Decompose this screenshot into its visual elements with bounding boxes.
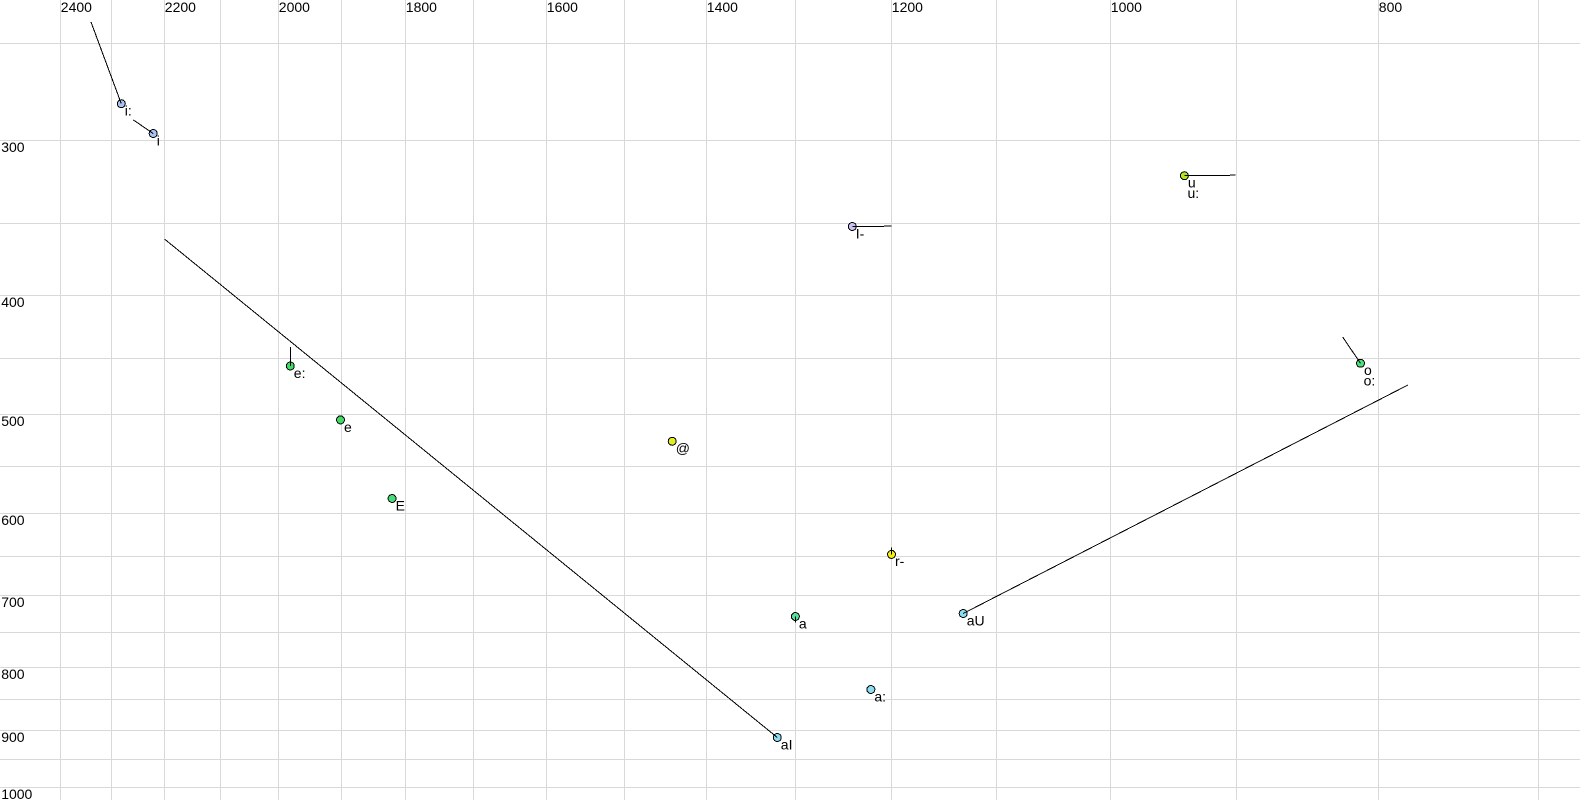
svg-text:700: 700 [1, 594, 25, 610]
svg-text:1200: 1200 [892, 0, 923, 15]
svg-text:900: 900 [1, 729, 25, 745]
svg-text:2000: 2000 [279, 0, 310, 15]
svg-text:600: 600 [1, 512, 25, 528]
svg-text:a: a [799, 615, 807, 631]
svg-text:2200: 2200 [165, 0, 196, 15]
svg-text:e: e [344, 419, 352, 435]
svg-text:800: 800 [1, 666, 25, 682]
svg-text:e:: e: [294, 365, 306, 381]
svg-text:1400: 1400 [707, 0, 738, 15]
svg-text:o: o [1364, 362, 1372, 378]
svg-text:1000: 1000 [1, 786, 32, 800]
svg-text:I-: I- [856, 225, 865, 241]
svg-text:r-: r- [895, 553, 905, 569]
svg-text:i: i [157, 132, 160, 148]
svg-text:400: 400 [1, 294, 25, 310]
svg-text:300: 300 [1, 139, 25, 155]
svg-text:a:: a: [874, 688, 886, 704]
svg-text:1000: 1000 [1111, 0, 1142, 15]
svg-text:2400: 2400 [61, 0, 92, 15]
svg-text:500: 500 [1, 413, 25, 429]
svg-text:aU: aU [967, 612, 985, 628]
svg-text:E: E [396, 497, 405, 513]
svg-text:u: u [1188, 175, 1196, 191]
svg-text:@: @ [676, 440, 690, 456]
svg-text:u:: u: [1188, 185, 1200, 201]
svg-text:1600: 1600 [547, 0, 578, 15]
svg-text:1800: 1800 [406, 0, 437, 15]
svg-text:800: 800 [1379, 0, 1403, 15]
svg-text:o:: o: [1364, 372, 1376, 388]
svg-text:aI: aI [781, 736, 793, 752]
svg-text:i:: i: [125, 103, 132, 119]
